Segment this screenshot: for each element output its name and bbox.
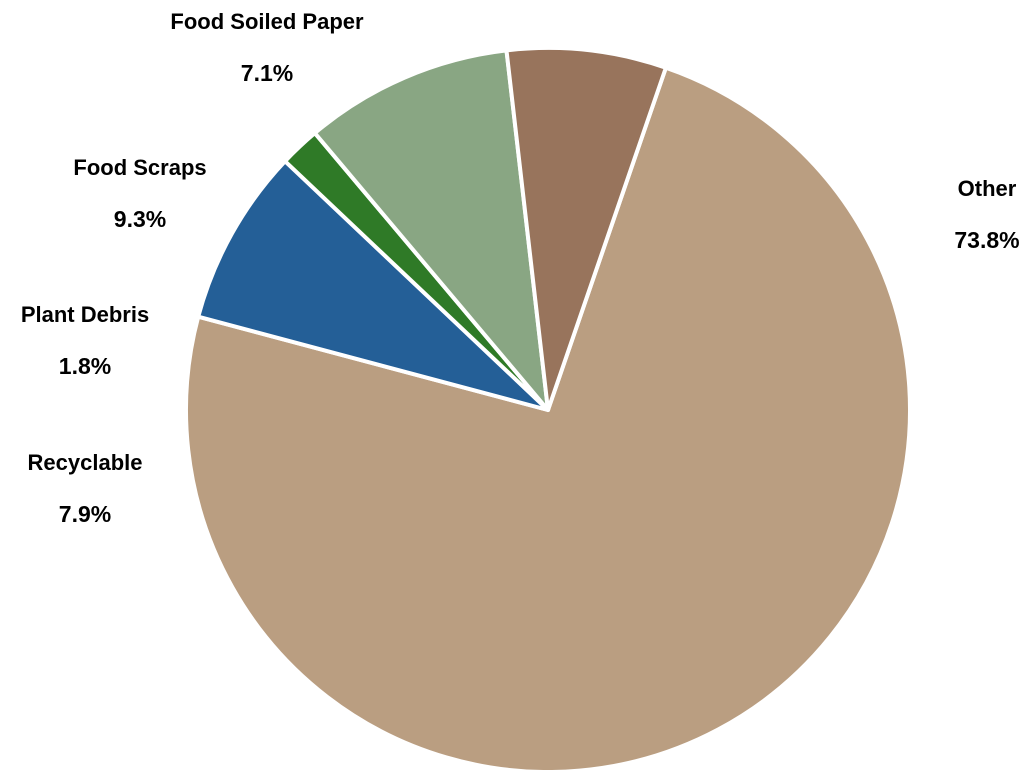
pie-labels: Other 73.8% Recyclable 7.9% Plant Debris 1.8%… [21,9,1020,527]
pie-slice-food-soiled-paper [504,46,668,412]
slice-label-plant-debris: Plant Debris [21,302,149,327]
slice-label-recyclable: Recyclable [28,450,143,475]
slice-value-food-soiled-paper: 7.1% [241,60,293,86]
slice-label-other: Other [958,176,1017,201]
pie-slice-recyclable [196,159,550,412]
pie-slices [184,46,912,770]
slice-value-recyclable: 7.9% [59,501,111,527]
slice-label-food-scraps: Food Scraps [73,155,206,180]
slice-value-other: 73.8% [954,227,1019,253]
slice-value-plant-debris: 1.8% [59,353,111,379]
slice-label-food-soiled-paper: Food Soiled Paper [170,9,364,34]
pie-slice-food-scraps [312,48,550,412]
slice-value-food-scraps: 9.3% [114,206,166,232]
pie-slice-other [184,65,912,770]
